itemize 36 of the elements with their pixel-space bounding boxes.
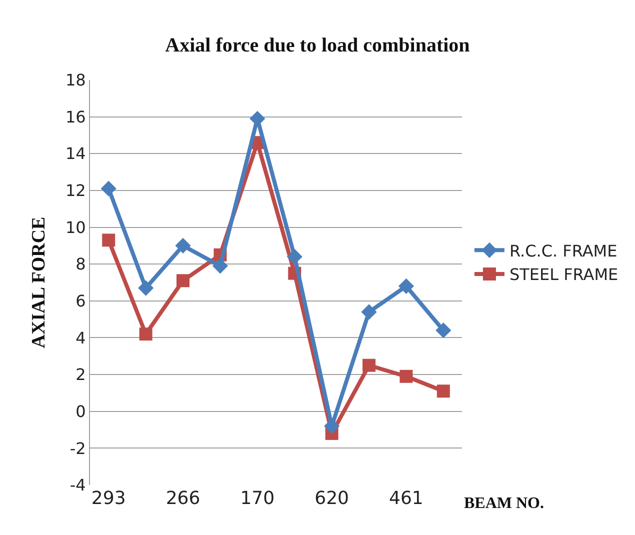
point	[176, 274, 190, 288]
y-tick-label: 6	[76, 292, 86, 311]
point	[139, 328, 152, 341]
x-tick-label: 461	[389, 488, 424, 509]
y-axis-title: AXIAL FORCE	[28, 216, 50, 348]
x-axis-title: BEAM NO.	[464, 495, 544, 512]
point	[212, 258, 228, 274]
x-tick-label: 293	[91, 488, 126, 509]
y-tick-label: 0	[76, 402, 86, 421]
point	[362, 358, 376, 372]
point	[361, 304, 377, 320]
y-tick-label: 14	[65, 144, 86, 164]
legend-label: R.C.C. FRAME	[509, 241, 618, 260]
y-tick-label: 16	[65, 107, 86, 126]
x-tick-label: 170	[240, 488, 275, 509]
x-tick-label: 266	[166, 488, 200, 509]
point	[100, 180, 116, 196]
y-tick-label: -4	[70, 476, 86, 495]
point	[436, 322, 452, 338]
y-tick-label: 10	[65, 218, 86, 237]
chart-title: Axial force due to load combination	[165, 34, 470, 56]
point	[400, 370, 413, 383]
x-tick-label: 620	[314, 488, 349, 509]
point	[286, 248, 302, 265]
y-tick-label: 4	[76, 328, 86, 348]
point	[398, 278, 414, 294]
point	[102, 234, 116, 247]
y-tick-label: 2	[76, 365, 86, 384]
y-tick-label: 18	[65, 70, 86, 90]
y-tick-label: -2	[70, 438, 86, 458]
point	[436, 384, 450, 398]
y-tick-label: 8	[76, 254, 86, 274]
legend-label: STEEL FRAME	[509, 265, 618, 284]
point	[175, 238, 191, 254]
point	[138, 280, 154, 296]
y-tick-label: 12	[65, 181, 86, 200]
